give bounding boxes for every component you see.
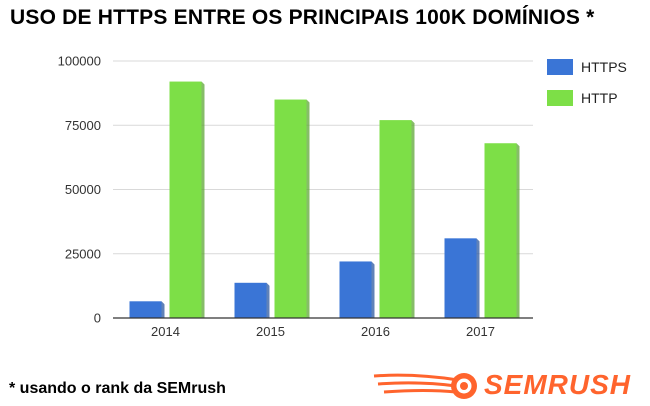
bar-https-2014	[129, 301, 165, 318]
bar-http-2017	[484, 143, 520, 318]
x-tick-label: 2016	[361, 324, 390, 339]
y-tick-label: 25000	[65, 246, 101, 261]
legend-item-https: HTTPS	[547, 56, 627, 78]
legend-item-http: HTTP	[547, 87, 627, 109]
x-tick-label: 2015	[256, 324, 285, 339]
bar-https-2015	[234, 282, 270, 318]
y-tick-label: 50000	[65, 182, 101, 197]
y-tick-label: 100000	[58, 54, 101, 69]
x-tick-label: 2014	[151, 324, 180, 339]
x-axis-ticks: 2014 2015 2016 2017	[151, 324, 495, 339]
bar-http-2016	[379, 120, 415, 318]
footnote: * usando o rank da SEMrush	[9, 380, 226, 397]
legend-swatch-http	[547, 90, 573, 106]
semrush-fireball-logo-icon	[373, 373, 477, 399]
x-tick-label: 2017	[466, 324, 495, 339]
bar-http-2014	[169, 81, 205, 318]
legend-label-http: HTTP	[581, 90, 618, 106]
legend-label-https: HTTPS	[581, 59, 627, 75]
semrush-wordmark: SEMRUSH	[484, 369, 632, 400]
y-tick-label: 75000	[65, 118, 101, 133]
bar-https-2016	[339, 261, 375, 318]
bar-http-2015	[274, 99, 310, 318]
y-axis-ticks: 0 25000 50000 75000 100000	[58, 54, 101, 326]
chart-title: USO DE HTTPS ENTRE OS PRINCIPAIS 100K DO…	[10, 6, 595, 29]
bars	[129, 81, 520, 318]
y-tick-label: 0	[94, 311, 101, 326]
legend: HTTPS HTTP	[547, 56, 627, 118]
bar-https-2017	[444, 238, 480, 318]
semrush-logo: SEMRUSH	[372, 368, 644, 402]
legend-swatch-https	[547, 59, 573, 75]
